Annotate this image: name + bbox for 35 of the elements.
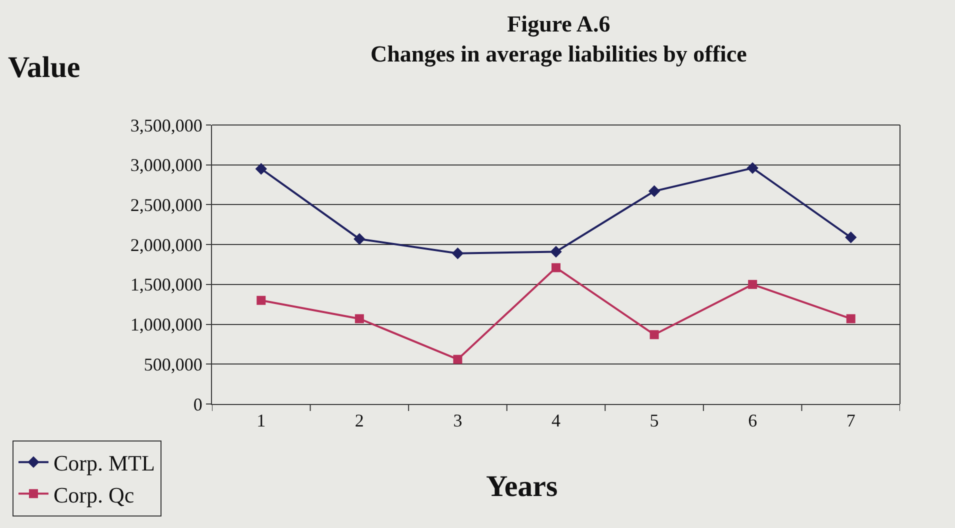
y-tick-label: 2,500,000 xyxy=(130,195,202,216)
point xyxy=(746,162,758,174)
chart-subtitle: Changes in average liabilities by office xyxy=(370,42,747,68)
point xyxy=(354,233,366,245)
y-tick-label: 3,000,000 xyxy=(130,155,202,176)
legend-label: Corp. MTL xyxy=(53,450,155,476)
y-tick-label: 1,000,000 xyxy=(130,314,202,335)
x-axis-title: Years xyxy=(486,470,558,503)
legend-label: Corp. Qc xyxy=(53,482,134,508)
y-tick-label: 500,000 xyxy=(144,354,202,374)
point xyxy=(550,246,562,258)
y-axis-title: Value xyxy=(8,51,80,84)
x-tick-label: 7 xyxy=(846,410,856,431)
point xyxy=(255,162,267,175)
point xyxy=(650,330,659,340)
y-tick-label: 2,000,000 xyxy=(130,234,202,255)
point xyxy=(256,296,266,305)
point xyxy=(748,280,758,289)
point xyxy=(845,232,857,244)
x-tick-label: 1 xyxy=(256,410,266,431)
chart-title: Figure A.6 xyxy=(507,12,610,38)
point xyxy=(846,314,856,324)
y-tick-label: 3,500,000 xyxy=(130,115,202,136)
y-tick-label: 1,500,000 xyxy=(130,274,202,295)
point xyxy=(354,314,364,324)
y-tick-label: 0 xyxy=(193,394,202,414)
point xyxy=(453,354,462,364)
point xyxy=(552,263,560,272)
x-tick-label: 6 xyxy=(748,410,758,431)
x-tick-label: 3 xyxy=(453,410,462,431)
point xyxy=(452,247,464,260)
x-tick-label: 5 xyxy=(650,410,659,431)
x-tick-label: 4 xyxy=(552,410,560,431)
x-tick-label: 2 xyxy=(354,410,364,431)
point xyxy=(648,185,660,198)
